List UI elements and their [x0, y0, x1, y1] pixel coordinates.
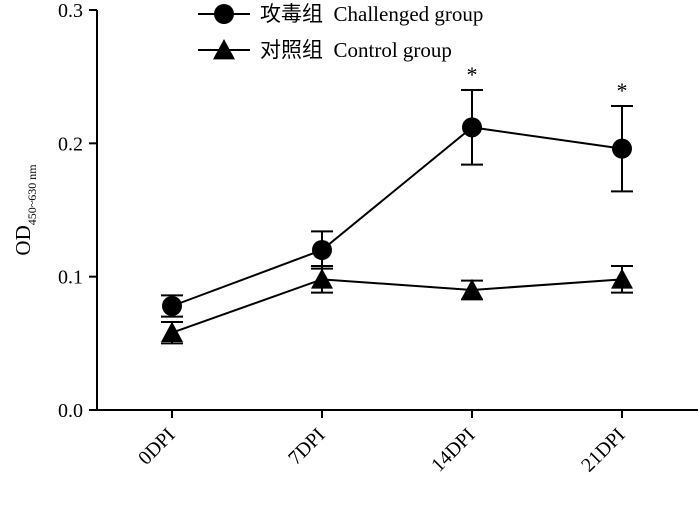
legend-marker: [214, 4, 234, 24]
y-axis-label: OD450~630 nm: [11, 164, 39, 256]
x-axis-ticks: 0DPI 7DPI 14DPI 21DPI: [134, 410, 630, 476]
y-tick-label: 0.1: [58, 267, 83, 289]
legend-label: 攻毒组 Challenged group: [260, 2, 483, 26]
data-point: [162, 296, 182, 316]
y-tick-label: 0.0: [58, 400, 83, 422]
data-point: [611, 268, 633, 289]
legend-item: 对照组 Control group: [198, 38, 452, 62]
series-line: [171, 126, 623, 307]
x-tick-label: 21DPI: [577, 424, 629, 476]
legend-marker: [213, 39, 235, 60]
data-point: [461, 279, 483, 300]
data-point: [462, 117, 482, 138]
x-tick-label: 0DPI: [134, 424, 179, 469]
series-challenged: **: [161, 62, 633, 318]
y-axis-ticks: 0.0 0.1 0.2 0.3: [58, 0, 97, 422]
legend: 攻毒组 Challenged group 对照组 Control group: [198, 2, 483, 62]
significance-marker: *: [467, 62, 478, 87]
y-tick-label: 0.2: [58, 133, 83, 155]
y-tick-label: 0.3: [58, 0, 83, 22]
significance-marker: *: [617, 78, 628, 103]
legend-item: 攻毒组 Challenged group: [198, 2, 483, 26]
series-line: [171, 278, 623, 334]
y-axis-label-subscript: 450~630 nm: [25, 164, 39, 225]
series-control: [161, 265, 633, 345]
series-layer: **: [161, 62, 633, 345]
data-point: [161, 321, 183, 343]
data-point: [312, 240, 332, 260]
axes: [96, 10, 698, 411]
x-tick-label: 7DPI: [284, 424, 329, 469]
legend-label: 对照组 Control group: [260, 38, 452, 62]
x-tick-label: 14DPI: [427, 424, 479, 476]
y-axis-label-main: OD: [11, 225, 35, 255]
data-point: [311, 268, 333, 289]
data-point: [612, 138, 632, 159]
